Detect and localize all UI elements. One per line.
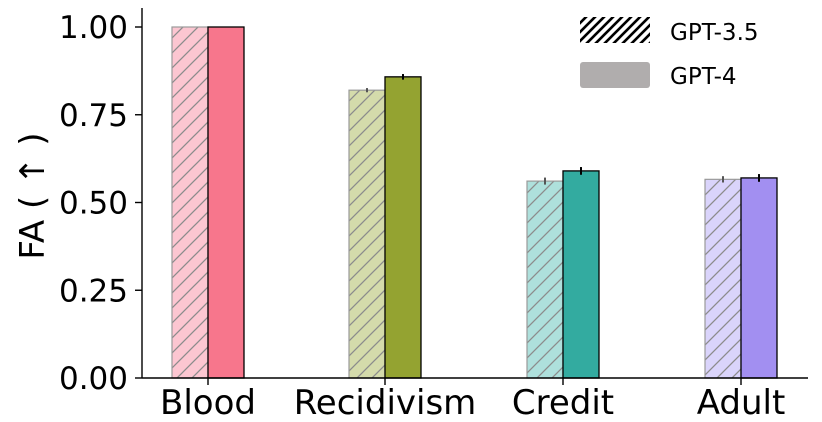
bar-gpt4-adult: [740, 177, 778, 379]
bar-gpt35-recidivism: [348, 89, 386, 379]
y-tick-label: 1.00: [59, 10, 128, 46]
y-tick-label: 0.50: [59, 186, 128, 222]
legend-label-gpt35: GPT-3.5: [670, 20, 759, 46]
bar-gpt4-blood: [207, 26, 245, 379]
legend-label-gpt4: GPT-4: [670, 64, 737, 90]
x-tick-label-recidivism: Recidivism: [294, 383, 477, 422]
y-tick-label: 0.25: [59, 273, 128, 309]
errorbars-layer: [366, 74, 760, 185]
bar-gpt35-blood: [171, 26, 209, 379]
y-ticks: 0.00 0.25 0.50 0.75 1.00: [59, 10, 142, 397]
y-tick-label: 0.75: [59, 98, 128, 134]
bar-gpt35-credit: [526, 180, 564, 379]
y-tick-label: 0.00: [59, 361, 128, 397]
y-axis-title: FA ( ↑ ): [13, 132, 53, 259]
legend-swatch-gpt4: [580, 62, 650, 88]
x-ticks: Blood Recidivism Credit Adult: [160, 378, 785, 422]
bar-gpt35-adult: [704, 178, 742, 379]
legend-swatch-gpt35: [580, 17, 650, 43]
x-tick-label-adult: Adult: [697, 383, 786, 422]
bar-gpt4-credit: [562, 170, 600, 379]
x-tick-label-credit: Credit: [512, 383, 614, 422]
bar-gpt4-recidivism: [384, 76, 422, 379]
legend: GPT-3.5 GPT-4: [580, 17, 759, 90]
x-tick-label-blood: Blood: [160, 383, 256, 422]
